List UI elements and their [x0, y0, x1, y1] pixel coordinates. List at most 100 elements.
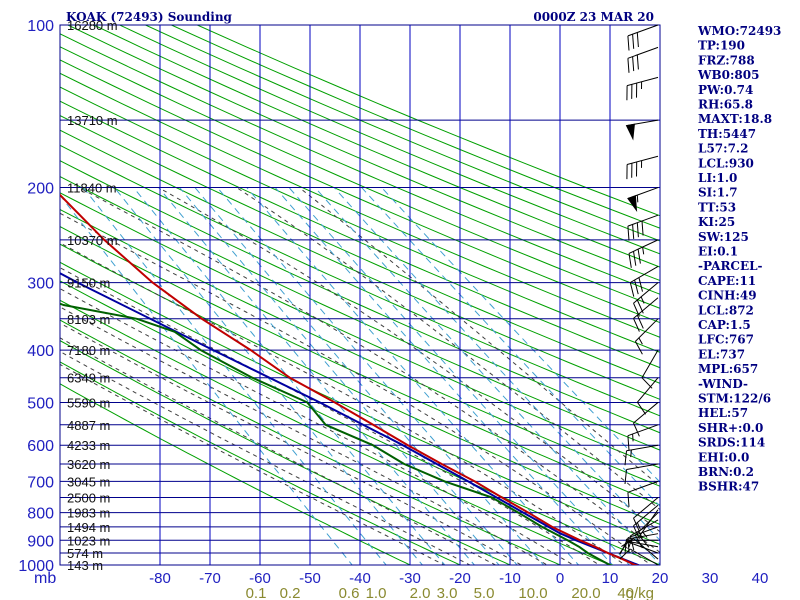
- wind-barb-feather: [641, 220, 644, 236]
- height-label: 8103 m: [67, 312, 110, 327]
- wind-barb: [624, 533, 659, 554]
- wind-barb: [625, 119, 659, 141]
- moist-adiabat-line: [298, 187, 660, 487]
- pressure-tick-label: 1000: [18, 558, 54, 575]
- temperature-tick-label: -40: [349, 570, 371, 587]
- height-label: 3620 m: [67, 457, 110, 472]
- dry-adiabat-line: [60, 243, 660, 525]
- dry-adiabat-line: [60, 86, 660, 353]
- dry-adiabat-line: [60, 383, 412, 565]
- wind-barb-feather: [639, 535, 650, 548]
- dry-adiabat-line: [119, 25, 660, 255]
- wind-barb-half-feather: [636, 522, 641, 530]
- temperature-tick-label: -30: [399, 570, 421, 587]
- wind-barb-feather: [638, 277, 643, 292]
- wind-barb: [633, 402, 659, 437]
- temperature-tick-label: -10: [499, 570, 521, 587]
- dry-adiabat-line: [60, 46, 660, 309]
- wind-barb: [627, 46, 659, 73]
- temperature-tick-label: 0: [556, 570, 564, 587]
- wind-barb: [639, 509, 659, 548]
- moist-adiabat-line: [158, 187, 660, 533]
- wind-barb: [633, 497, 659, 532]
- height-label: 6349 m: [67, 371, 110, 386]
- wind-barb: [627, 480, 659, 507]
- height-label: 10370 m: [67, 233, 118, 248]
- wind-barb-feather: [633, 422, 640, 437]
- wind-barb-feather: [624, 450, 627, 466]
- wind-barb: [627, 424, 659, 451]
- height-label: 13710 m: [67, 113, 118, 128]
- sounding-index: BRN:0.2: [698, 465, 754, 479]
- moist-adiabat-line: [60, 363, 446, 565]
- wind-barb-shaft: [633, 497, 659, 519]
- mixing-ratio-unit: g/kg: [626, 585, 654, 600]
- parcel-trace-line: [60, 272, 641, 565]
- wind-barb: [634, 318, 659, 355]
- wind-barb-half-feather: [640, 296, 645, 304]
- wind-barb-flag: [627, 195, 638, 213]
- height-label: 1023 m: [67, 533, 110, 548]
- wind-barb-shaft: [627, 424, 659, 437]
- dry-adiabat-line: [60, 160, 660, 434]
- moist-adiabat-line: [60, 337, 497, 565]
- wind-barb-half-feather: [642, 531, 648, 538]
- pressure-tick-label: 600: [27, 438, 54, 455]
- sounding-index: CINH:49: [698, 289, 757, 303]
- wind-barb-feather: [636, 32, 639, 48]
- wind-barb-shaft: [626, 444, 659, 452]
- dry-adiabat-line: [60, 59, 660, 324]
- dry-adiabat-line: [60, 129, 660, 400]
- wind-barb: [636, 377, 659, 415]
- wind-barb-feather: [624, 469, 627, 485]
- wind-barb-shaft: [637, 377, 659, 403]
- height-label: 9150 m: [67, 276, 110, 291]
- height-label: 4887 m: [67, 418, 110, 433]
- mixing-ratio-label: 40: [617, 585, 634, 600]
- wind-barb: [641, 349, 659, 389]
- sounding-index: WMO:72493: [697, 24, 781, 38]
- wind-barb-feather: [637, 249, 641, 264]
- wind-barb-half-feather: [632, 433, 634, 442]
- dry-adiabat-line: [60, 114, 660, 384]
- mixing-ratio-line: [133, 187, 446, 565]
- wind-barb-feather: [629, 535, 635, 551]
- pressure-unit-label: mb: [34, 570, 56, 587]
- wind-barb-shaft: [628, 239, 659, 254]
- temperature-tick-label: 10: [602, 570, 619, 587]
- temperature-tick-label: 30: [702, 570, 719, 587]
- sounding-index: CAPE:11: [698, 274, 756, 288]
- sounding-index: -WIND-: [698, 377, 748, 391]
- mixing-ratio-label: 1.0: [366, 585, 387, 600]
- wind-barb-feather: [636, 299, 644, 314]
- temperature-trace-line: [60, 193, 639, 565]
- wind-barb-feather: [636, 222, 639, 238]
- height-label: 11840 m: [67, 181, 117, 196]
- mixing-ratio-label: 0.2: [280, 585, 301, 600]
- dry-adiabat-line: [60, 100, 660, 369]
- wind-barb-flag: [625, 123, 635, 141]
- mixing-ratio-line: [60, 194, 353, 565]
- height-label: 1494 m: [67, 520, 110, 535]
- dry-adiabat-line: [60, 192, 660, 469]
- height-label: 1983 m: [67, 506, 110, 521]
- wind-barb-half-feather: [636, 195, 639, 203]
- wind-barb: [626, 76, 659, 101]
- mixing-ratio-line: [114, 187, 424, 565]
- sounding-index: KI:25: [698, 215, 735, 229]
- wind-barb-shaft: [627, 24, 659, 37]
- wind-barb: [633, 297, 659, 332]
- mixing-ratio-label: 10.0: [518, 585, 547, 600]
- sounding-index: FRZ:788: [698, 53, 755, 67]
- wind-barb-half-feather: [642, 247, 645, 255]
- sounding-index: STM:122/6: [698, 392, 771, 406]
- pressure-tick-label: 700: [27, 474, 54, 491]
- dry-adiabat-line: [67, 25, 660, 282]
- wind-barb-feather: [634, 341, 643, 355]
- wind-barb-feather: [633, 318, 640, 332]
- wind-barb-feather: [628, 253, 632, 268]
- wind-barb-shaft: [633, 402, 659, 424]
- wind-barbs: [618, 24, 659, 566]
- wind-barb-shaft: [627, 46, 659, 59]
